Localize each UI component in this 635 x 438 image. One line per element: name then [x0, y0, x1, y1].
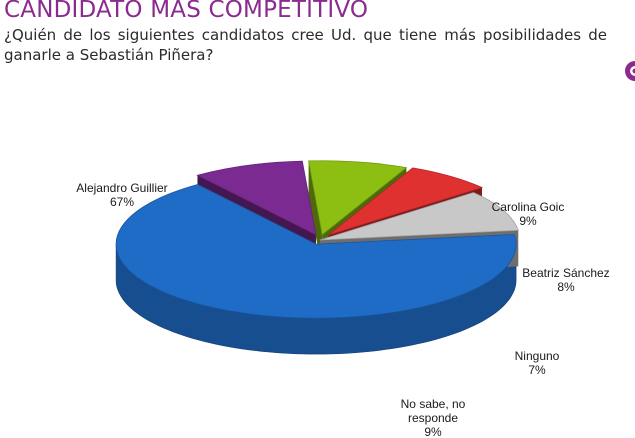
slice-beatriz-s-nchez [308, 160, 408, 236]
slice-label: Carolina Goic 9% [492, 200, 565, 228]
slice-label: Ninguno 7% [515, 349, 560, 377]
slice-alejandro-guillier [115, 184, 517, 319]
slice-label: Alejandro Guillier 67% [76, 181, 167, 209]
survey-question: ¿Quién de los siguientes candidatos cree… [4, 26, 607, 64]
ring-icon [625, 61, 635, 81]
slice-no-sabe-no-responde [319, 192, 519, 241]
pie-slices [115, 160, 519, 355]
slice-label: Beatriz Sánchez 8% [522, 266, 609, 294]
slice-carolina-goic [196, 160, 317, 236]
slice-ninguno [328, 167, 484, 236]
slice-label: No sabe, no responde 9% [401, 397, 466, 438]
slice-cut-face [308, 160, 323, 271]
pie-labels: Alejandro Guillier 67% Carolina Goic 9% Beat… [76, 181, 609, 438]
page-title: CANDIDATO MÁS COMPETITIVO [4, 0, 369, 23]
